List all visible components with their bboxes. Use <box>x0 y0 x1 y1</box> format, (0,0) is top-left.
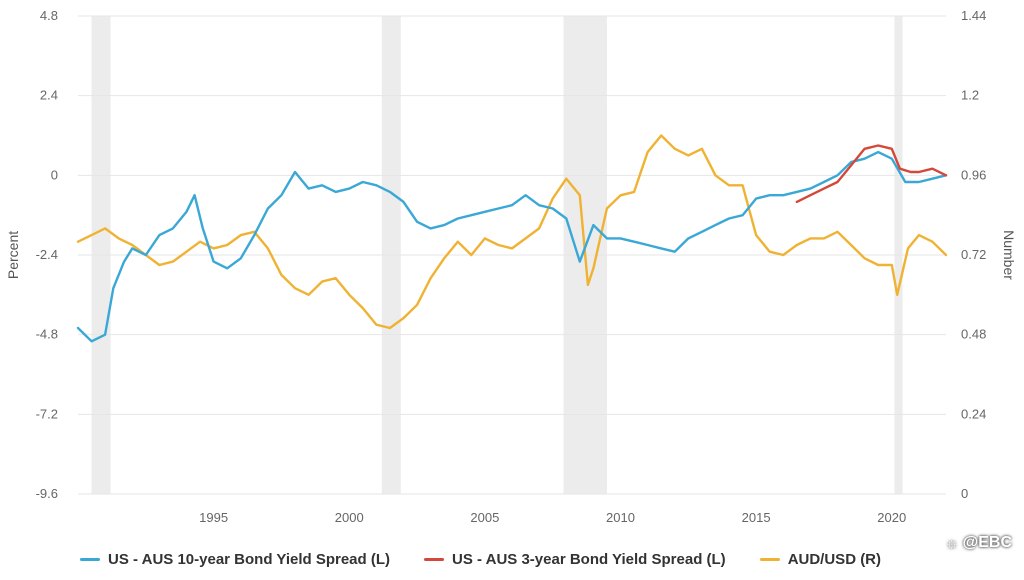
y-right-tick-2: 0.96 <box>961 167 986 182</box>
legend-item-10yr-spread[interactable]: US - AUS 10-year Bond Yield Spread (L) <box>80 551 390 568</box>
y-left-tick-3: -2.4 <box>36 247 58 262</box>
x-tick-2015: 2015 <box>742 510 771 525</box>
y-left-tick-5: -7.2 <box>36 406 58 421</box>
y-right-tick-6: 0 <box>961 486 968 501</box>
y-left-tick-2: 0 <box>51 167 58 182</box>
legend-item-audusd[interactable]: AUD/USD (R) <box>759 550 882 568</box>
left-axis-title: Percent <box>5 231 21 279</box>
left-axis-ticks: 4.8 2.4 0 -2.4 -4.8 -7.2 -9.6 <box>36 8 58 501</box>
gridlines <box>78 15 946 495</box>
series-line-0 <box>76 150 948 343</box>
y-right-tick-4: 0.48 <box>961 327 986 342</box>
x-tick-2000: 2000 <box>335 510 364 525</box>
legend-swatch-audusd <box>759 557 780 561</box>
legend-label-audusd: AUD/USD (R) <box>787 550 882 568</box>
series-line-1 <box>795 144 948 204</box>
series-lines <box>76 134 948 343</box>
y-right-tick-0: 1.44 <box>961 8 986 23</box>
weibo-icon: ☼ <box>944 534 959 552</box>
legend-item-3yr-spread[interactable]: US - AUS 3-year Bond Yield Spread (L) <box>424 551 726 568</box>
legend-swatch-3yr <box>424 557 445 561</box>
x-tick-1995: 1995 <box>199 510 228 525</box>
right-axis-title: Number <box>1001 230 1017 280</box>
legend-swatch-10yr <box>80 557 100 561</box>
y-right-tick-3: 0.72 <box>961 247 986 262</box>
legend: US - AUS 10-year Bond Yield Spread (L) U… <box>80 546 881 572</box>
y-left-tick-6: -9.6 <box>36 486 58 501</box>
watermark: ☼ @EBC <box>945 534 1012 552</box>
legend-label-3yr: US - AUS 3-year Bond Yield Spread (L) <box>452 550 726 568</box>
y-left-tick-1: 2.4 <box>40 88 58 103</box>
x-tick-2010: 2010 <box>606 510 635 525</box>
y-left-tick-4: -4.8 <box>36 327 58 342</box>
x-tick-2020: 2020 <box>877 510 906 525</box>
y-left-tick-0: 4.8 <box>40 8 58 23</box>
watermark-text: @EBC <box>962 534 1012 551</box>
y-right-tick-1: 1.2 <box>961 88 979 103</box>
legend-label-10yr: US - AUS 10-year Bond Yield Spread (L) <box>108 550 391 568</box>
x-axis-ticks: 1995 2000 2005 2010 2015 2020 <box>199 510 906 525</box>
x-tick-2005: 2005 <box>470 510 499 525</box>
right-axis-ticks: 1.44 1.2 0.96 0.72 0.48 0.24 0 <box>961 8 986 501</box>
y-right-tick-5: 0.24 <box>961 406 986 421</box>
series-line-2 <box>76 134 948 330</box>
